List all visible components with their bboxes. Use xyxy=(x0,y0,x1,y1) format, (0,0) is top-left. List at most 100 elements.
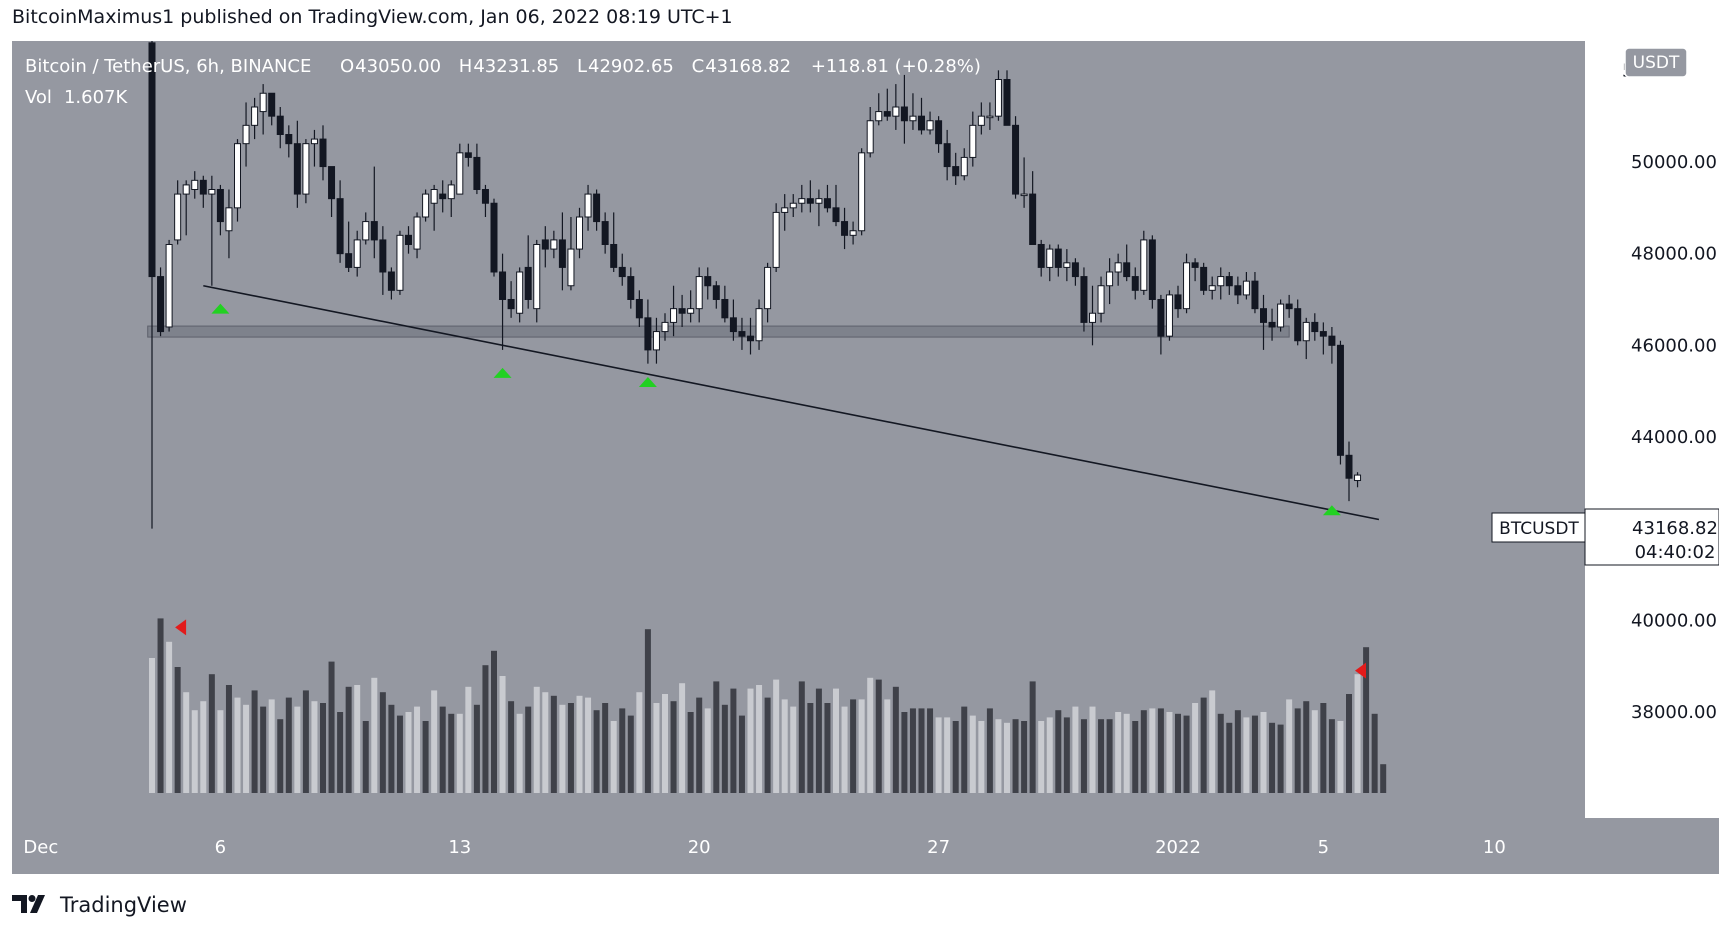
volume-bar xyxy=(1200,697,1207,793)
candle xyxy=(293,143,301,195)
volume-bar xyxy=(1320,703,1327,793)
volume-bar xyxy=(431,690,438,793)
candle xyxy=(918,115,925,131)
time-axis[interactable] xyxy=(12,818,1585,874)
volume-bar xyxy=(1004,722,1010,793)
candle xyxy=(712,285,720,300)
volume-bar xyxy=(1243,717,1250,793)
price-chart[interactable]: 38000.0040000.0042000.0044000.0046000.00… xyxy=(12,38,1720,874)
volume-bar xyxy=(508,701,515,793)
volume-bar xyxy=(1166,712,1173,793)
support-zone xyxy=(147,325,1290,338)
volume-bar xyxy=(1294,708,1301,793)
currency-badge[interactable]: USDT xyxy=(1624,47,1688,78)
volume-bar xyxy=(1098,719,1105,793)
candle xyxy=(644,317,652,351)
volume-bar xyxy=(602,703,609,793)
volume-bar xyxy=(542,692,549,793)
volume-bar xyxy=(550,695,557,793)
volume-bar xyxy=(217,710,224,793)
candle xyxy=(610,243,618,268)
volume-bar xyxy=(815,688,822,793)
volume-bar xyxy=(285,697,292,793)
candle xyxy=(1046,248,1054,268)
candle xyxy=(781,207,789,213)
volume-bar xyxy=(662,694,668,793)
candle xyxy=(1029,193,1037,245)
volume-bar xyxy=(183,692,190,793)
volume-bar xyxy=(354,685,361,793)
volume-bar xyxy=(166,641,173,793)
y-tick-label: 44000.00 xyxy=(1631,427,1717,448)
legend-close-label: C xyxy=(692,56,705,77)
candle xyxy=(952,166,960,177)
chart-frame: 38000.0040000.0042000.0044000.0046000.00… xyxy=(12,38,1720,874)
candle xyxy=(960,156,968,177)
candle xyxy=(191,179,199,190)
volume-bar xyxy=(944,717,951,793)
volume-bar xyxy=(491,650,497,793)
legend-open-value: 43050.00 xyxy=(355,56,441,77)
price-axis[interactable] xyxy=(1585,41,1719,818)
volume-bar xyxy=(858,699,865,793)
volume-bar xyxy=(679,683,686,793)
volume-bar xyxy=(499,676,506,793)
volume-bar xyxy=(1149,708,1156,793)
candle xyxy=(276,115,284,136)
volume-bar xyxy=(721,704,728,793)
green-arrow-marker xyxy=(493,367,512,378)
volume-bar xyxy=(986,708,993,793)
candle xyxy=(986,115,994,119)
candle xyxy=(1285,303,1293,310)
candle xyxy=(533,243,541,310)
candle xyxy=(362,221,370,241)
volume-bar xyxy=(696,697,703,793)
volume-bar xyxy=(1140,710,1147,793)
volume-bar xyxy=(1234,710,1241,793)
candle xyxy=(866,120,874,154)
volume-bar xyxy=(918,708,925,793)
volume-bar xyxy=(302,690,309,793)
candle xyxy=(1012,124,1020,195)
volume-bar xyxy=(1072,706,1079,793)
candle xyxy=(499,271,507,300)
volume-bar xyxy=(1328,719,1335,793)
candle xyxy=(969,124,977,158)
candle xyxy=(387,271,395,291)
tradingview-logo-icon xyxy=(12,895,45,913)
y-tick-label: 46000.00 xyxy=(1631,335,1717,356)
candle xyxy=(772,211,780,268)
candle xyxy=(1336,344,1344,456)
candle xyxy=(875,111,883,122)
volume-bar xyxy=(884,699,891,793)
candle xyxy=(242,124,250,145)
legend-low-value: 42902.65 xyxy=(588,56,674,77)
legend-vol-value: 1.607K xyxy=(64,87,129,108)
volume-bar xyxy=(576,695,583,793)
candle xyxy=(285,134,293,145)
volume-bar xyxy=(730,688,737,793)
volume-bar xyxy=(1303,701,1310,793)
volume-bar xyxy=(756,685,763,793)
candle xyxy=(302,143,310,195)
y-tick-label: 48000.00 xyxy=(1631,244,1717,265)
candle xyxy=(858,152,866,232)
volume-bar xyxy=(473,704,480,793)
candle xyxy=(1063,262,1071,268)
candle xyxy=(1260,308,1267,323)
footer-brand[interactable]: TradingView xyxy=(60,893,187,917)
y-tick-label: 38000.00 xyxy=(1631,702,1717,723)
volume-bar xyxy=(191,710,198,793)
x-tick-label: 2022 xyxy=(1155,837,1201,858)
volume-bar xyxy=(439,706,446,793)
legend-close-value: 43168.82 xyxy=(705,56,791,77)
legend-vol-label: Vol xyxy=(25,87,52,108)
candle xyxy=(926,120,934,131)
last-price-value: 43168.82 xyxy=(1632,518,1718,539)
plot-area[interactable] xyxy=(12,41,1585,818)
candle xyxy=(1165,294,1173,337)
candle xyxy=(199,179,207,195)
volume-bar xyxy=(619,708,626,793)
volume-bar xyxy=(414,706,421,793)
volume-bar xyxy=(328,661,335,793)
